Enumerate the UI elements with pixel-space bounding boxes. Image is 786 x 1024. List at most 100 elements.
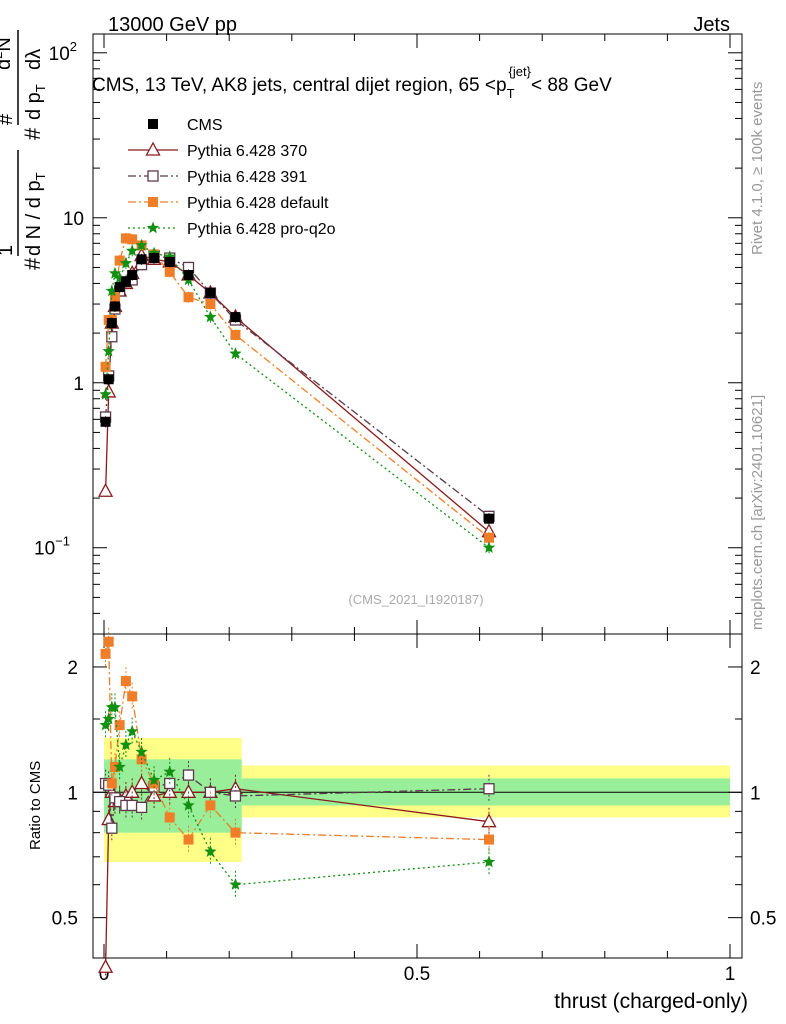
data-point: [102, 344, 115, 357]
ratio-point: [182, 769, 195, 781]
ratio-point: [204, 845, 217, 857]
ratio-point: [183, 834, 194, 845]
legend-marker: [148, 197, 158, 207]
chart-title: CMS, 13 TeV, AK8 jets, central dijet reg…: [92, 64, 612, 101]
ratio-point: [119, 738, 133, 751]
svg-text:d N / d pT: d N / d pT: [23, 172, 48, 256]
legend-label: Pythia 6.428 pro-q2o: [187, 221, 336, 238]
data-point: [483, 532, 494, 543]
ratio-point: [113, 760, 126, 773]
ratio-point: [133, 775, 150, 790]
legend-marker: [145, 141, 161, 156]
data-point: [103, 374, 114, 385]
ratio-point: [106, 778, 117, 789]
data-point: [106, 318, 117, 329]
legend-label: Pythia 6.428 370: [187, 143, 307, 160]
ratio-y-label: Ratio to CMS: [27, 761, 44, 850]
data-point: [183, 292, 194, 303]
ratio-point: [135, 745, 148, 758]
series-line: [104, 237, 490, 539]
ratio-point: [182, 798, 195, 811]
legend-marker: [146, 221, 160, 234]
ratio-point: [127, 691, 138, 702]
legend-marker: [148, 119, 158, 129]
ratio-point: [109, 762, 120, 773]
ratio-point: [126, 725, 139, 737]
y-tick-label: 10−1: [34, 534, 70, 560]
data-point: [105, 284, 118, 297]
mcplots-label: mcplots.cern.ch [arXiv:2401.10621]: [749, 395, 766, 630]
x-tick-label: 0: [99, 964, 110, 985]
data-point: [109, 292, 120, 303]
ratio-point: [106, 822, 118, 834]
data-point: [108, 266, 122, 279]
data-point: [97, 482, 114, 497]
data-point: [114, 282, 125, 293]
ratio-point: [100, 648, 111, 659]
legend-label: CMS: [187, 117, 223, 134]
data-point: [229, 347, 242, 359]
data-point: [482, 541, 496, 553]
y-axis-label: # 1 d N / d pT # # d pT d2N dλ: [0, 30, 48, 270]
ratio-point: [147, 773, 161, 786]
svg-text:#: #: [0, 113, 17, 125]
ratio-point: [483, 783, 495, 795]
data-point: [127, 269, 138, 280]
ratio-y-tick-label: 1: [750, 783, 761, 804]
svg-text:d2N: d2N: [0, 37, 15, 70]
data-point: [183, 269, 194, 280]
ratio-y-tick-label: 2: [67, 658, 78, 679]
data-point: [99, 387, 112, 400]
data-point: [483, 513, 494, 524]
svg-text:1: 1: [0, 245, 17, 256]
ratio-point: [482, 855, 496, 868]
ratio-y-tick-label: 2: [750, 658, 761, 679]
legend-label: Pythia 6.428 391: [187, 169, 307, 186]
data-point: [149, 253, 160, 264]
data-point: [205, 299, 216, 310]
data-point: [204, 310, 217, 323]
ratio-point: [205, 800, 216, 811]
series-line: [104, 254, 490, 517]
ratio-point: [120, 676, 131, 687]
legend-marker: [147, 170, 159, 182]
y-tick-label: 1: [73, 374, 84, 395]
svg-text:#: #: [20, 257, 45, 270]
ratio-y-tick-label: 1: [67, 783, 78, 804]
ratio-point: [163, 765, 176, 778]
data-point: [205, 287, 216, 298]
y-tick-label: 102: [49, 39, 77, 65]
ratio-point: [230, 827, 241, 838]
ratio-point: [229, 878, 242, 890]
data-point: [113, 271, 126, 284]
data-point: [119, 256, 133, 269]
svg-text:dλ: dλ: [23, 49, 45, 70]
series-line: [104, 254, 490, 533]
x-tick-label: 1: [725, 964, 736, 985]
ratio-series-line: [105, 706, 490, 886]
ratio-y-tick-label: 0.5: [52, 909, 78, 930]
data-point: [120, 276, 131, 287]
data-point: [100, 416, 111, 427]
ratio-point: [126, 799, 138, 812]
data-point: [135, 238, 148, 251]
analysis-reference: (CMS_2021_I1920187): [348, 592, 483, 607]
ratio-frame: [92, 633, 743, 959]
jets-label: Jets: [693, 14, 730, 36]
data-point: [109, 301, 120, 312]
series-line: [104, 244, 490, 549]
ratio-point: [164, 812, 175, 823]
y-tick-label: 10: [63, 209, 84, 230]
svg-text:d pT: d pT: [23, 84, 48, 120]
x-axis-label: thrust (charged-only): [554, 990, 748, 1013]
energy-label: 13000 GeV pp: [108, 14, 237, 36]
data-point: [114, 255, 125, 266]
ratio-point: [114, 720, 125, 731]
data-point: [106, 331, 118, 343]
rivet-label: Rivet 4.1.0, ≥ 100k events: [749, 82, 766, 255]
data-point: [136, 254, 147, 265]
ratio-point: [483, 834, 494, 845]
data-point: [163, 250, 176, 263]
ratio-point: [102, 712, 115, 725]
data-point: [164, 266, 175, 277]
